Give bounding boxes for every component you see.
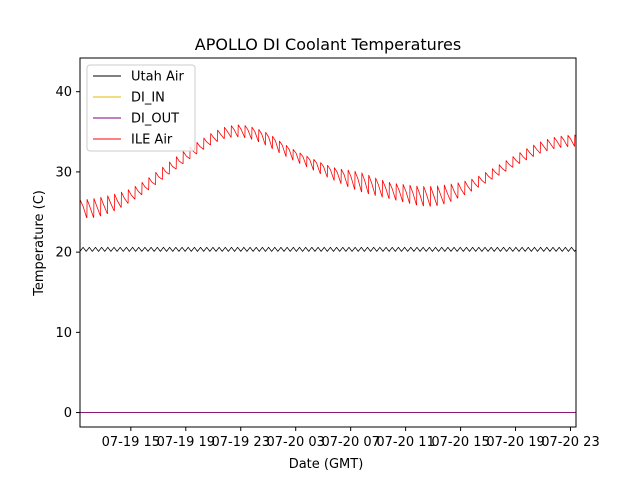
series-line-ile-air (80, 124, 576, 219)
x-axis-label: Date (GMT) (289, 457, 364, 472)
y-axis-label: Temperature (C) (32, 190, 47, 297)
x-tick-label: 07-19 15 (102, 435, 160, 450)
x-tick-label: 07-20 03 (266, 435, 324, 450)
series-line-utah-air (80, 246, 576, 252)
y-tick-label: 10 (55, 326, 72, 341)
legend-label-di-out: DI_OUT (131, 112, 179, 127)
legend-box (86, 64, 196, 152)
y-tick-label: 0 (64, 406, 72, 421)
y-tick-label: 30 (55, 165, 72, 180)
x-tick-label: 07-20 11 (376, 435, 434, 450)
x-tick-label: 07-19 23 (212, 435, 270, 450)
x-tick-label: 07-20 07 (321, 435, 379, 450)
plot-frame (79, 57, 577, 428)
x-tick-label: 07-19 19 (157, 435, 215, 450)
chart-title: APOLLO DI Coolant Temperatures (195, 35, 461, 54)
y-ticks: 0 10 20 30 40 (55, 85, 80, 421)
y-tick-label: 40 (55, 85, 72, 100)
x-tick-label: 07-20 19 (486, 435, 544, 450)
legend-label-ile-air: ILE Air (131, 133, 173, 148)
legend-label-utah-air: Utah Air (131, 70, 184, 85)
series-layer (80, 124, 576, 413)
legend-label-di-in: DI_IN (131, 91, 165, 106)
x-tick-label: 07-20 23 (541, 435, 599, 450)
legend: Utah Air DI_IN DI_OUT ILE Air (86, 64, 196, 152)
y-tick-label: 20 (55, 246, 72, 261)
x-tick-label: 07-20 15 (431, 435, 489, 450)
